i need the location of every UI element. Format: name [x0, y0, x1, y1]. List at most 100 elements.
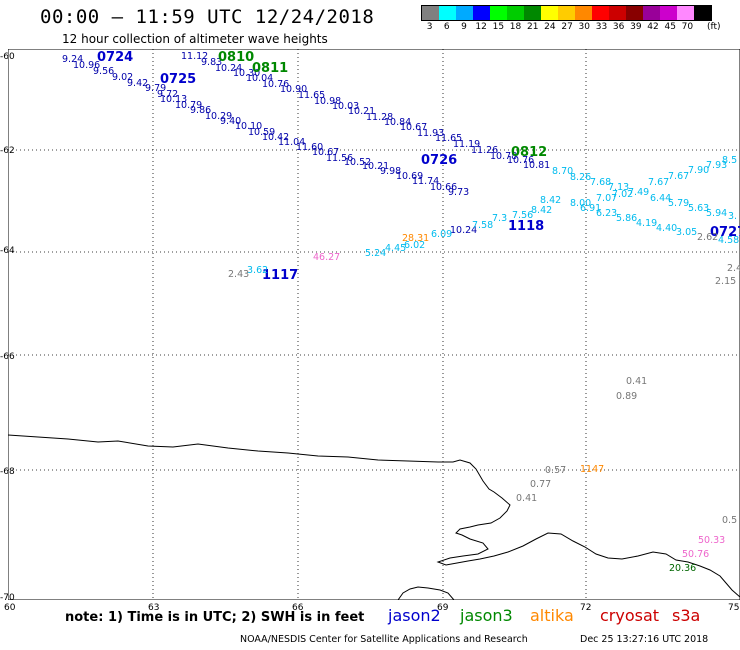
- wave-height-label: 11.65: [298, 90, 326, 101]
- wave-height-label: 4.19: [636, 218, 658, 229]
- wave-height-label: 0.89: [616, 391, 638, 402]
- wave-height-label: 7.49: [628, 187, 650, 198]
- wave-height-label: 10.84: [384, 117, 412, 128]
- lat-label: -70: [0, 593, 15, 603]
- legend-swatch: [524, 6, 541, 20]
- wave-height-label: 11.74: [412, 176, 440, 187]
- wave-height-label: 11.93: [417, 128, 445, 139]
- wave-height-label: 9.42: [127, 78, 149, 89]
- page-title: 00:00 – 11:59 UTC 12/24/2018: [40, 6, 375, 28]
- legend-swatch: [592, 6, 609, 20]
- track-time-label: 1117: [262, 268, 299, 283]
- legend-label: 21: [526, 22, 539, 32]
- wave-height-label: 2.62: [697, 232, 719, 243]
- lon-label: 72: [580, 603, 592, 613]
- wave-height-label: 10.69: [396, 171, 424, 182]
- wave-height-label: 11.12: [181, 51, 209, 62]
- legend-label: 6: [443, 22, 450, 32]
- legend-swatch: [677, 6, 694, 20]
- legend-unit: (ft): [707, 22, 721, 32]
- lon-label: 60: [4, 603, 16, 613]
- wave-height-label: 7.67: [648, 177, 670, 188]
- wave-height-label: 8.26: [570, 172, 592, 183]
- legend-swatch: [609, 6, 626, 20]
- legend-swatch: [422, 6, 439, 20]
- legend-label: 3: [426, 22, 433, 32]
- wave-height-label: 10.24: [215, 63, 243, 74]
- wave-height-label: 10.76: [507, 155, 535, 166]
- wave-height-label: 10.59: [248, 127, 276, 138]
- wave-height-label: 7.90: [688, 165, 710, 176]
- wave-height-label: 11.19: [453, 139, 481, 150]
- track-time-label: 0810: [218, 50, 255, 65]
- legend-swatch: [575, 6, 592, 20]
- legend-label: 27: [561, 22, 573, 32]
- wave-height-label: 10.30: [233, 68, 261, 79]
- wave-height-label: 0.77: [530, 479, 552, 490]
- wave-height-label: 4.40: [656, 223, 678, 234]
- legend-labels: 3 6 9 12 15 18 21 24 27 30 33 36 39 42 45 70: [421, 22, 731, 32]
- legend-swatch: [456, 6, 473, 20]
- wave-height-label: 11.26: [471, 145, 499, 156]
- wave-height-label: 3.05: [676, 227, 698, 238]
- plot-frame: [8, 49, 740, 600]
- satellite-s3a: s3a: [672, 606, 701, 625]
- legend-label: 15: [492, 22, 505, 32]
- wave-height-label: 5.94: [706, 208, 728, 219]
- legend-swatch: [541, 6, 558, 20]
- wave-height-label: 10.79: [175, 100, 203, 111]
- wave-height-label: 7.93: [706, 160, 728, 171]
- satellite-jason3: jason3: [460, 606, 513, 625]
- wave-height-label: 0.41: [516, 493, 538, 504]
- wave-height-label: 6.44: [650, 193, 672, 204]
- wave-height-label: 7.3: [492, 213, 508, 224]
- wave-height-label: 9.79: [145, 83, 167, 94]
- wave-height-label: 8.5: [722, 155, 738, 166]
- note-text: note: 1) Time is in UTC; 2) SWH is in fe…: [65, 610, 365, 625]
- lat-label: -68: [0, 467, 15, 477]
- wave-height-label: 5.63: [688, 203, 710, 214]
- page-subtitle: 12 hour collection of altimeter wave hei…: [62, 32, 328, 46]
- legend-label: 45: [664, 22, 676, 32]
- wave-height-label: 3.62: [247, 265, 269, 276]
- wave-height-label: 11.28: [366, 112, 394, 123]
- wave-height-label: 10.81: [523, 160, 551, 171]
- coastline: [8, 434, 740, 598]
- wave-height-label: 9.73: [448, 187, 470, 198]
- wave-height-label: 9.24: [62, 54, 84, 65]
- wave-height-label: 4.58: [718, 235, 740, 246]
- wave-height-label: 7.58: [472, 220, 494, 231]
- satellite-altika: altika: [530, 606, 574, 625]
- wave-height-label: 9.02: [112, 72, 134, 83]
- wave-height-label: 11.56: [326, 153, 354, 164]
- wave-height-label: 10.24: [450, 225, 478, 236]
- wave-height-label: 10.66: [430, 182, 458, 193]
- wave-height-label: 7.56: [512, 210, 534, 221]
- legend-label: 39: [630, 22, 642, 32]
- wave-height-label: 6.91: [580, 203, 602, 214]
- wave-height-label: 9.98: [380, 166, 402, 177]
- legend-swatch: [660, 6, 677, 20]
- wave-height-label: 11.60: [296, 142, 324, 153]
- wave-height-label: 28.31: [402, 233, 430, 244]
- wave-height-label: 0.57: [545, 465, 567, 476]
- wave-height-label: 0.5: [722, 515, 738, 526]
- wave-height-label: 7.13: [608, 182, 630, 193]
- wave-height-label: 10.52: [344, 157, 372, 168]
- gridlines: [8, 49, 740, 600]
- wave-height-label: 8.00: [570, 198, 592, 209]
- wave-height-label: 6.23: [596, 208, 618, 219]
- lon-label: 69: [437, 603, 449, 613]
- legend-swatch: [439, 6, 456, 20]
- wave-height-label: 10.96: [73, 60, 101, 71]
- wave-height-label: 9.86: [190, 105, 212, 116]
- track-time-label: 0727: [710, 225, 740, 240]
- wave-height-label: 4.45: [385, 243, 407, 254]
- lat-label: -62: [0, 146, 15, 156]
- lat-label: -60: [0, 52, 15, 62]
- wave-height-label: 10.21: [348, 106, 376, 117]
- legend-swatch: [643, 6, 660, 20]
- wave-height-label: 0.41: [626, 376, 648, 387]
- legend-label: 12: [475, 22, 487, 32]
